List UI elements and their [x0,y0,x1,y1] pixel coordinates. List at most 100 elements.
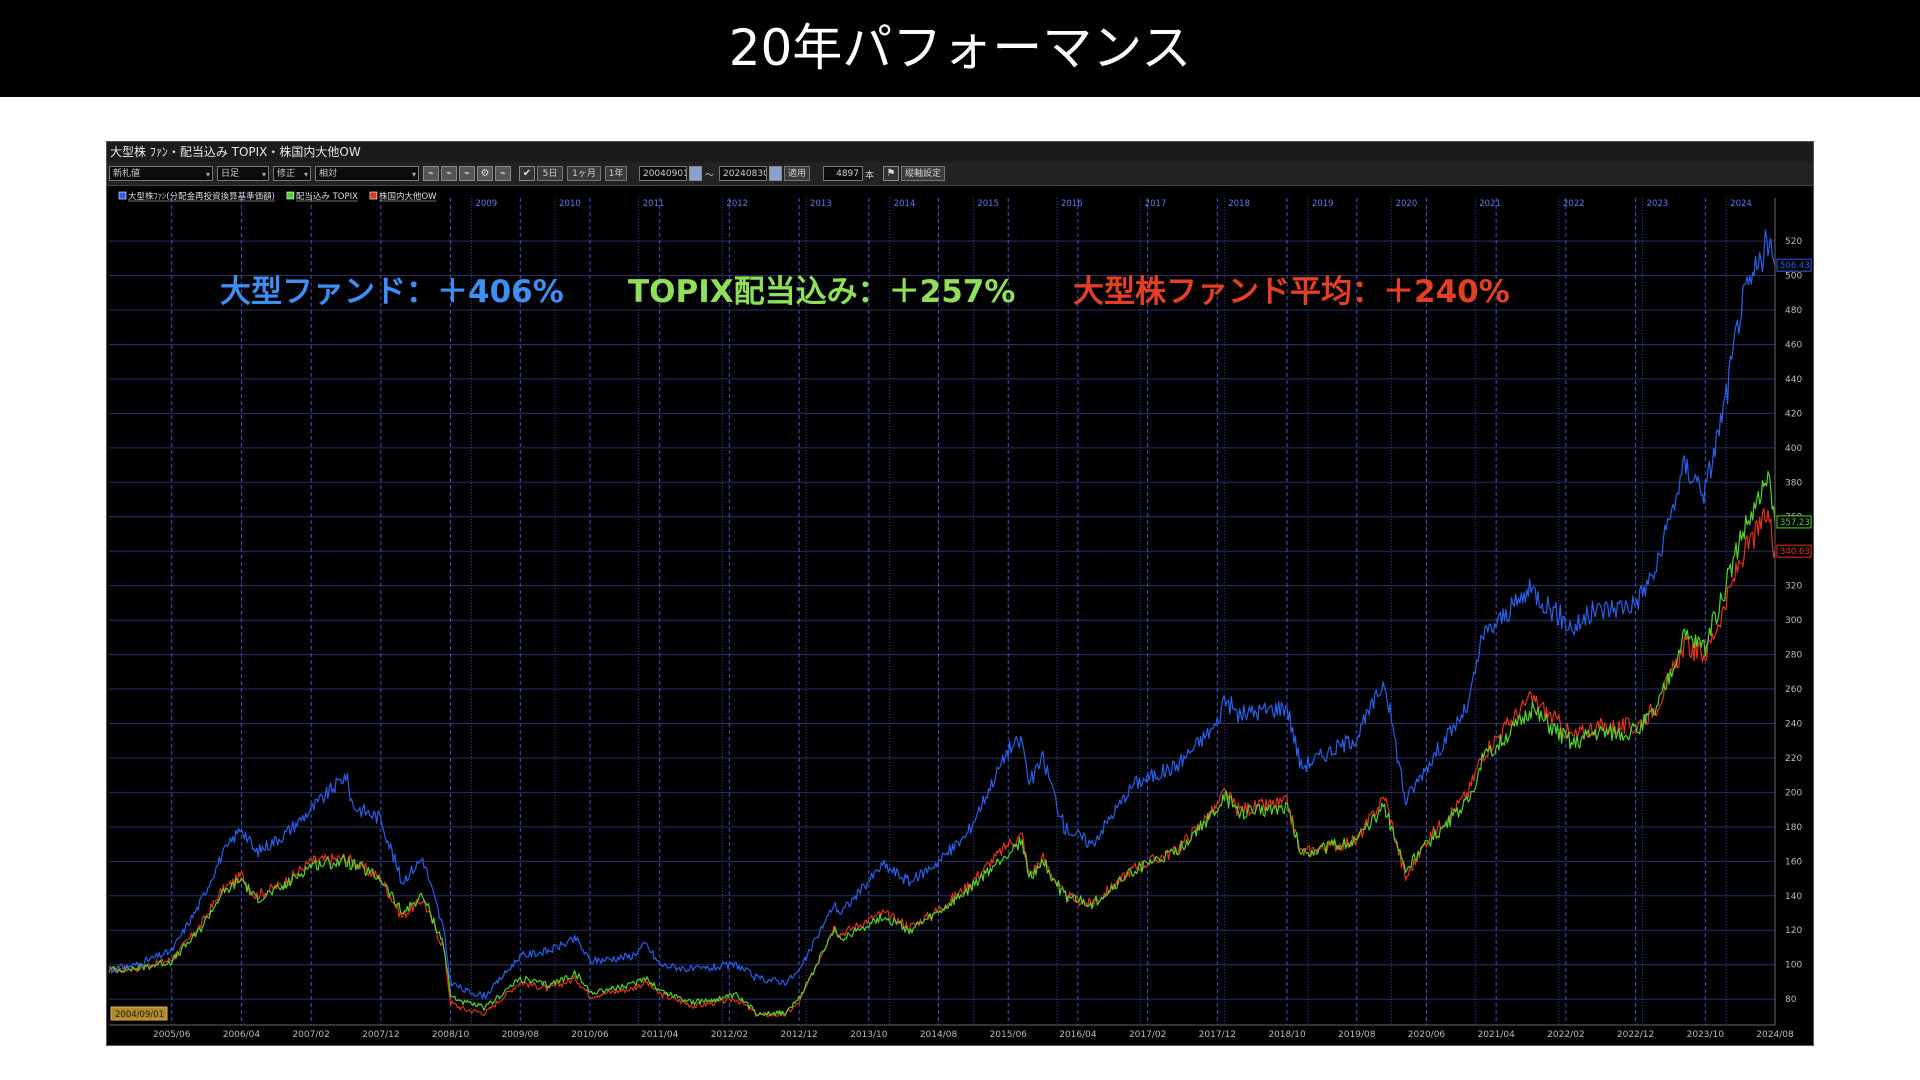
series-line [108,470,1776,1017]
series-line [108,507,1776,1018]
last-value-box [1776,515,1812,529]
x-tick-label: 2022/02 [1547,1030,1584,1040]
top-year-label: 2012 [726,199,748,209]
last-value-labels: 506.43 357.23 340.63 [1776,258,1812,558]
legend-label: 大型株ﾌｧﾝ(分配金再投資換算基準価額) [128,191,275,202]
adjust-select[interactable]: 修正 [273,166,311,181]
display-mode-select[interactable]: 相対 [315,166,419,181]
x-axis: 2005/06 2006/04 2007/02 2007/12 2008/10 2009/… [109,1024,1794,1040]
top-year-label: 2017 [1145,199,1167,209]
top-year-label: 2020 [1396,199,1418,209]
check-icon[interactable]: ✔ [519,166,535,181]
y-tick-label: 520 [1785,237,1802,247]
chart-series [108,229,1776,1018]
start-date-box [110,1006,168,1021]
tools-icon[interactable]: ⌁ [495,166,511,181]
apply-button[interactable]: 適用 [784,166,810,181]
x-tick-label: 2007/12 [362,1030,399,1040]
last-value-label: 506.43 [1780,261,1810,271]
bar-chart-icon[interactable]: ⌁ [459,166,475,181]
top-year-label: 2013 [810,199,832,209]
y-tick-label: 160 [1785,857,1802,867]
y-tick-label: 120 [1785,926,1802,936]
x-tick-label: 2017/02 [1129,1030,1166,1040]
x-tick-label: 2013/10 [850,1030,888,1040]
y-tick-label: 220 [1785,754,1802,764]
top-year-label: 2016 [1061,199,1083,209]
start-date-marker: 2004/09/01 [110,1006,168,1021]
x-tick-label: 2018/10 [1268,1030,1306,1040]
last-value-box [1776,258,1812,272]
period-select[interactable]: 日足 [217,166,269,181]
performance-annotation: 大型株ファンド平均：＋240% [1073,274,1510,310]
legend-label: 株国内大他OW [379,191,437,202]
date-from-input[interactable]: 20040901 [639,166,687,181]
date-to-input[interactable]: 20240830 [719,166,767,181]
y-tick-label: 100 [1785,961,1802,971]
top-year-label: 2014 [894,199,916,209]
calendar-from-icon[interactable] [689,166,702,181]
range-1y-button[interactable]: 1年 [605,166,627,181]
axis-settings-button[interactable]: 縦軸設定 [901,166,945,181]
y-tick-label: 460 [1785,340,1802,350]
x-tick-label: 2012/02 [711,1030,748,1040]
y-axis: 8010012014016018020022024026028030032034… [1774,198,1802,1025]
y-tick-label: 300 [1785,616,1802,626]
y-tick-label: 480 [1785,306,1802,316]
x-tick-label: 2016/04 [1059,1030,1097,1040]
date-separator: ～ [705,171,715,181]
y-tick-label: 140 [1785,892,1802,902]
legend-label: 配当込み TOPIX [296,191,358,202]
bar-count-unit: 本 [865,171,875,181]
x-tick-label: 2009/08 [502,1030,540,1040]
y-tick-label: 180 [1785,823,1802,833]
top-year-label: 2023 [1647,199,1669,209]
top-year-label: 2011 [643,199,665,209]
x-tick-label: 2005/06 [153,1030,191,1040]
y-tick-label: 440 [1785,375,1802,385]
legend-swatch [286,191,295,200]
top-year-label: 2019 [1312,199,1334,209]
calendar-to-icon[interactable] [769,166,782,181]
legend-swatch [118,191,127,200]
y-tick-label: 260 [1785,685,1802,695]
legend: 大型株ﾌｧﾝ(分配金再投資換算基準価額) 配当込み TOPIX 株国内大他OW [118,191,437,202]
page-title: 20年パフォーマンス [728,19,1192,77]
plot-area [109,198,1775,1025]
y-tick-label: 280 [1785,651,1802,661]
range-1m-button[interactable]: 1ヶ月 [567,166,601,181]
last-value-box [1776,544,1812,558]
bar-count-input[interactable]: 4897 [823,166,863,181]
y-tick-label: 420 [1785,409,1802,419]
last-value-label: 357.23 [1780,518,1810,528]
top-year-label: 2015 [977,199,999,209]
x-tick-label: 2021/04 [1477,1030,1515,1040]
x-tick-label: 2023/10 [1687,1030,1725,1040]
area-chart-icon[interactable]: ⌁ [441,166,457,181]
x-tick-label: 2020/06 [1408,1030,1446,1040]
x-tick-label: 2019/08 [1338,1030,1376,1040]
top-year-label: 2018 [1228,199,1250,209]
y-tick-label: 200 [1785,788,1802,798]
x-tick-label: 2017/12 [1199,1030,1236,1040]
x-tick-label: 2015/06 [990,1030,1028,1040]
top-year-axis: 2009 2010 2011 2012 2013 2014 2015 2016 2017 2018… [475,199,1751,209]
range-5d-button[interactable]: 5日 [537,166,563,181]
line-chart-icon[interactable]: ⌁ [423,166,439,181]
performance-annotation: TOPIX配当込み：＋257% [628,274,1015,310]
window-title: 大型株 ﾌｧﾝ・配当込み TOPIX・株国内大他OW [107,142,1813,162]
y-tick-label: 80 [1785,995,1797,1005]
top-year-label: 2009 [475,199,497,209]
last-value-label: 340.63 [1780,547,1810,557]
x-tick-label: 2012/12 [780,1030,817,1040]
series-line [108,229,1776,999]
x-tick-label: 2011/04 [641,1030,679,1040]
y-tick-label: 240 [1785,719,1802,729]
x-tick-label: 2022/12 [1617,1030,1654,1040]
price-type-select[interactable]: 新札値 [109,166,213,181]
x-tick-label: 2008/10 [432,1030,470,1040]
y-tick-label: 400 [1785,444,1802,454]
x-tick-label: 2024/08 [1756,1030,1794,1040]
flag-icon[interactable]: ⚑ [883,166,899,181]
gear-icon[interactable]: ⚙ [477,166,493,181]
